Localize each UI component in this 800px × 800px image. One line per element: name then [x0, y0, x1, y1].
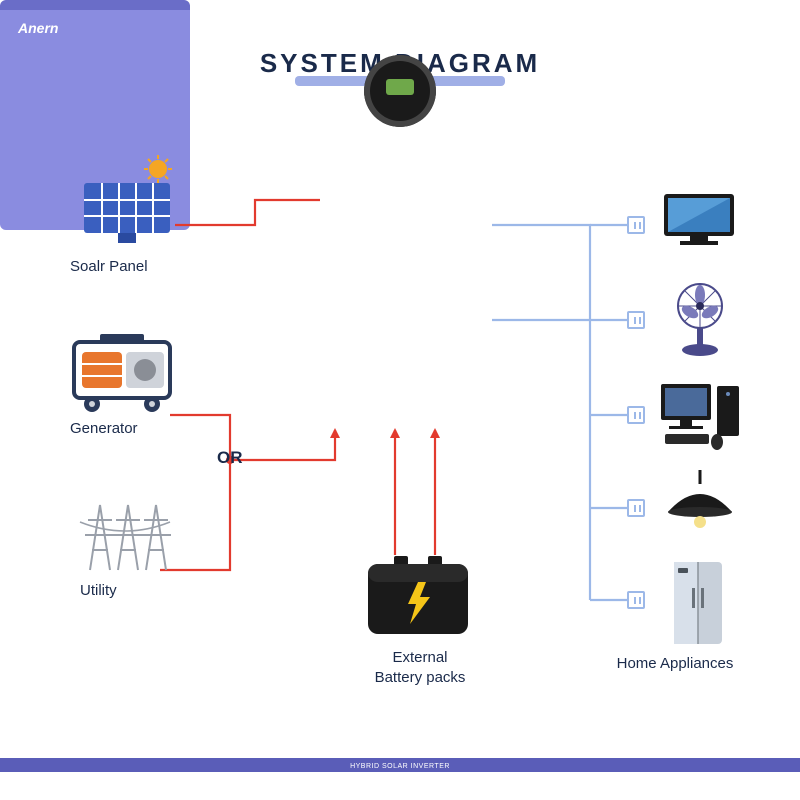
generator-label: Generator: [70, 420, 170, 437]
inverter-display: [364, 55, 436, 127]
plug-icon: [627, 406, 645, 424]
utility-label: Utility: [80, 582, 160, 599]
or-label: OR: [217, 448, 243, 468]
plug-icon: [627, 216, 645, 234]
inverter-brand: Anern: [18, 20, 58, 36]
plug-icon: [627, 591, 645, 609]
battery-icon: [360, 552, 475, 647]
lamp-icon: [660, 470, 740, 545]
fan-icon: [665, 280, 735, 365]
inverter-model: ECO-350: [10, 787, 39, 794]
fridge-icon: [670, 558, 726, 653]
battery-label: External Battery packs: [350, 648, 490, 687]
inverter-subtitle: HYBRID SOLAR INVERTER: [0, 763, 800, 770]
generator-icon: [70, 330, 175, 420]
computer-icon: [655, 380, 745, 455]
solar-panel-icon: [78, 155, 178, 255]
utility-icon: [70, 490, 175, 585]
plug-icon: [627, 311, 645, 329]
appliances-label: Home Appliances: [590, 655, 760, 672]
tv-icon: [660, 190, 738, 255]
plug-icon: [627, 499, 645, 517]
solar-panel-label: Soalr Panel: [70, 258, 180, 275]
